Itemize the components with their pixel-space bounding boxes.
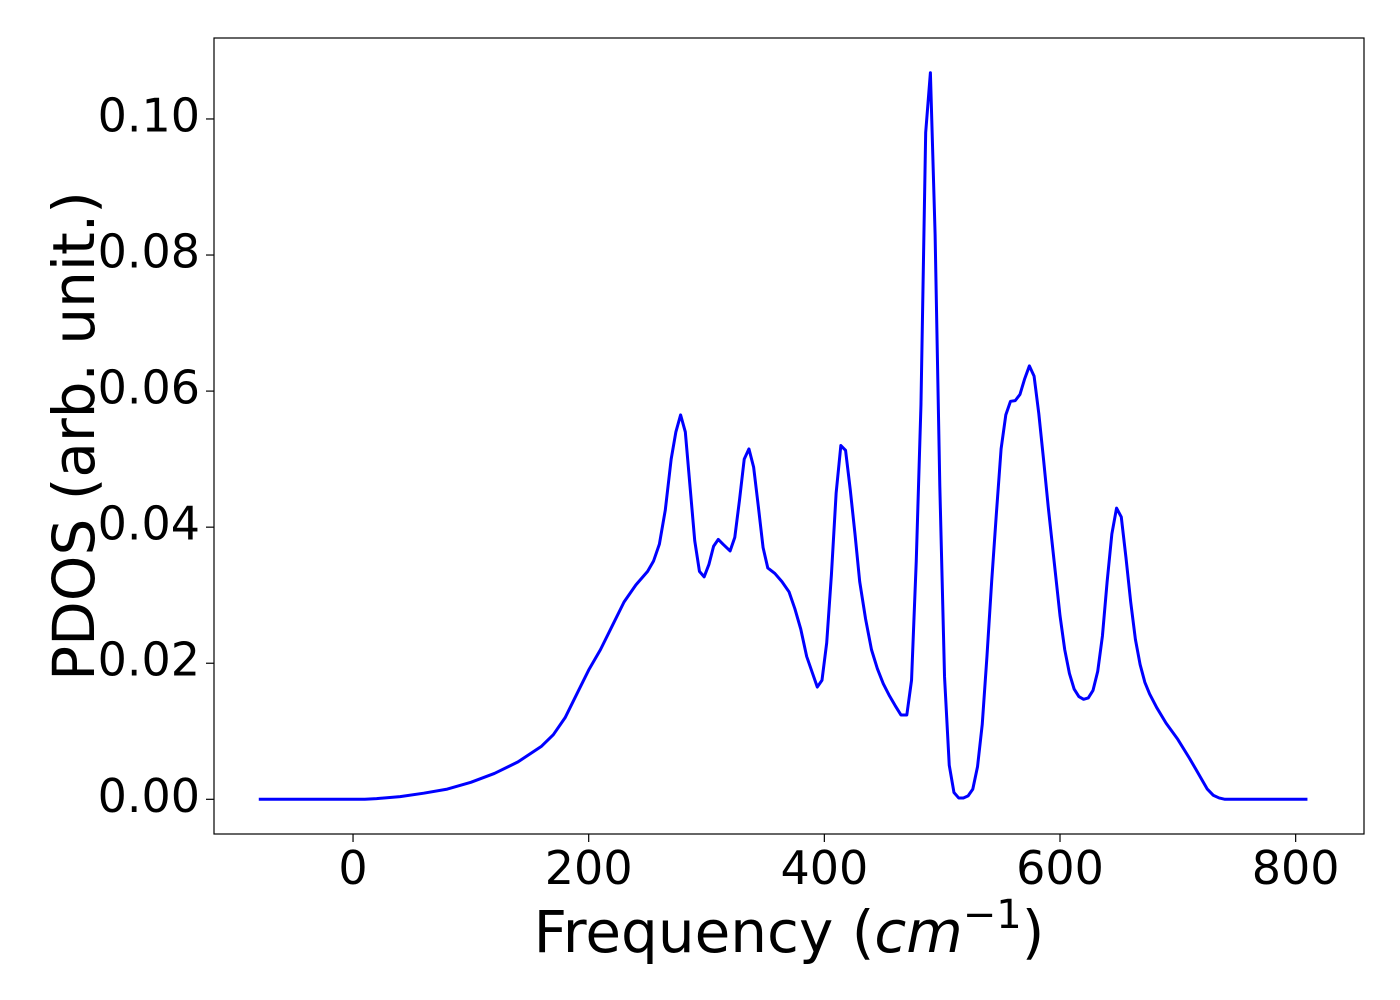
x-tick-label: 600 <box>1016 841 1104 895</box>
x-label-text: Frequency ( <box>534 898 875 966</box>
x-label-math: cm <box>874 898 962 966</box>
y-tick-label: 0.04 <box>98 497 200 551</box>
x-tick-label: 400 <box>780 841 868 895</box>
x-axis-label: Frequency (cm−1) <box>534 892 1045 966</box>
y-tick-label: 0.02 <box>98 633 200 687</box>
plot-frame <box>213 37 1365 835</box>
y-tick-label: 0.10 <box>98 88 200 142</box>
x-tick-label: 0 <box>338 841 367 895</box>
x-tick-label: 200 <box>545 841 633 895</box>
y-tick-label: 0.08 <box>98 225 200 279</box>
y-tick-label: 0.00 <box>98 769 200 823</box>
y-tick-label: 0.06 <box>98 361 200 415</box>
x-tick-label: 800 <box>1252 841 1340 895</box>
y-axis-label: PDOS (arb. unit.) <box>40 191 108 681</box>
pdos-line <box>258 71 1308 801</box>
x-label-close: ) <box>1022 898 1045 966</box>
x-label-sup: −1 <box>963 892 1022 938</box>
